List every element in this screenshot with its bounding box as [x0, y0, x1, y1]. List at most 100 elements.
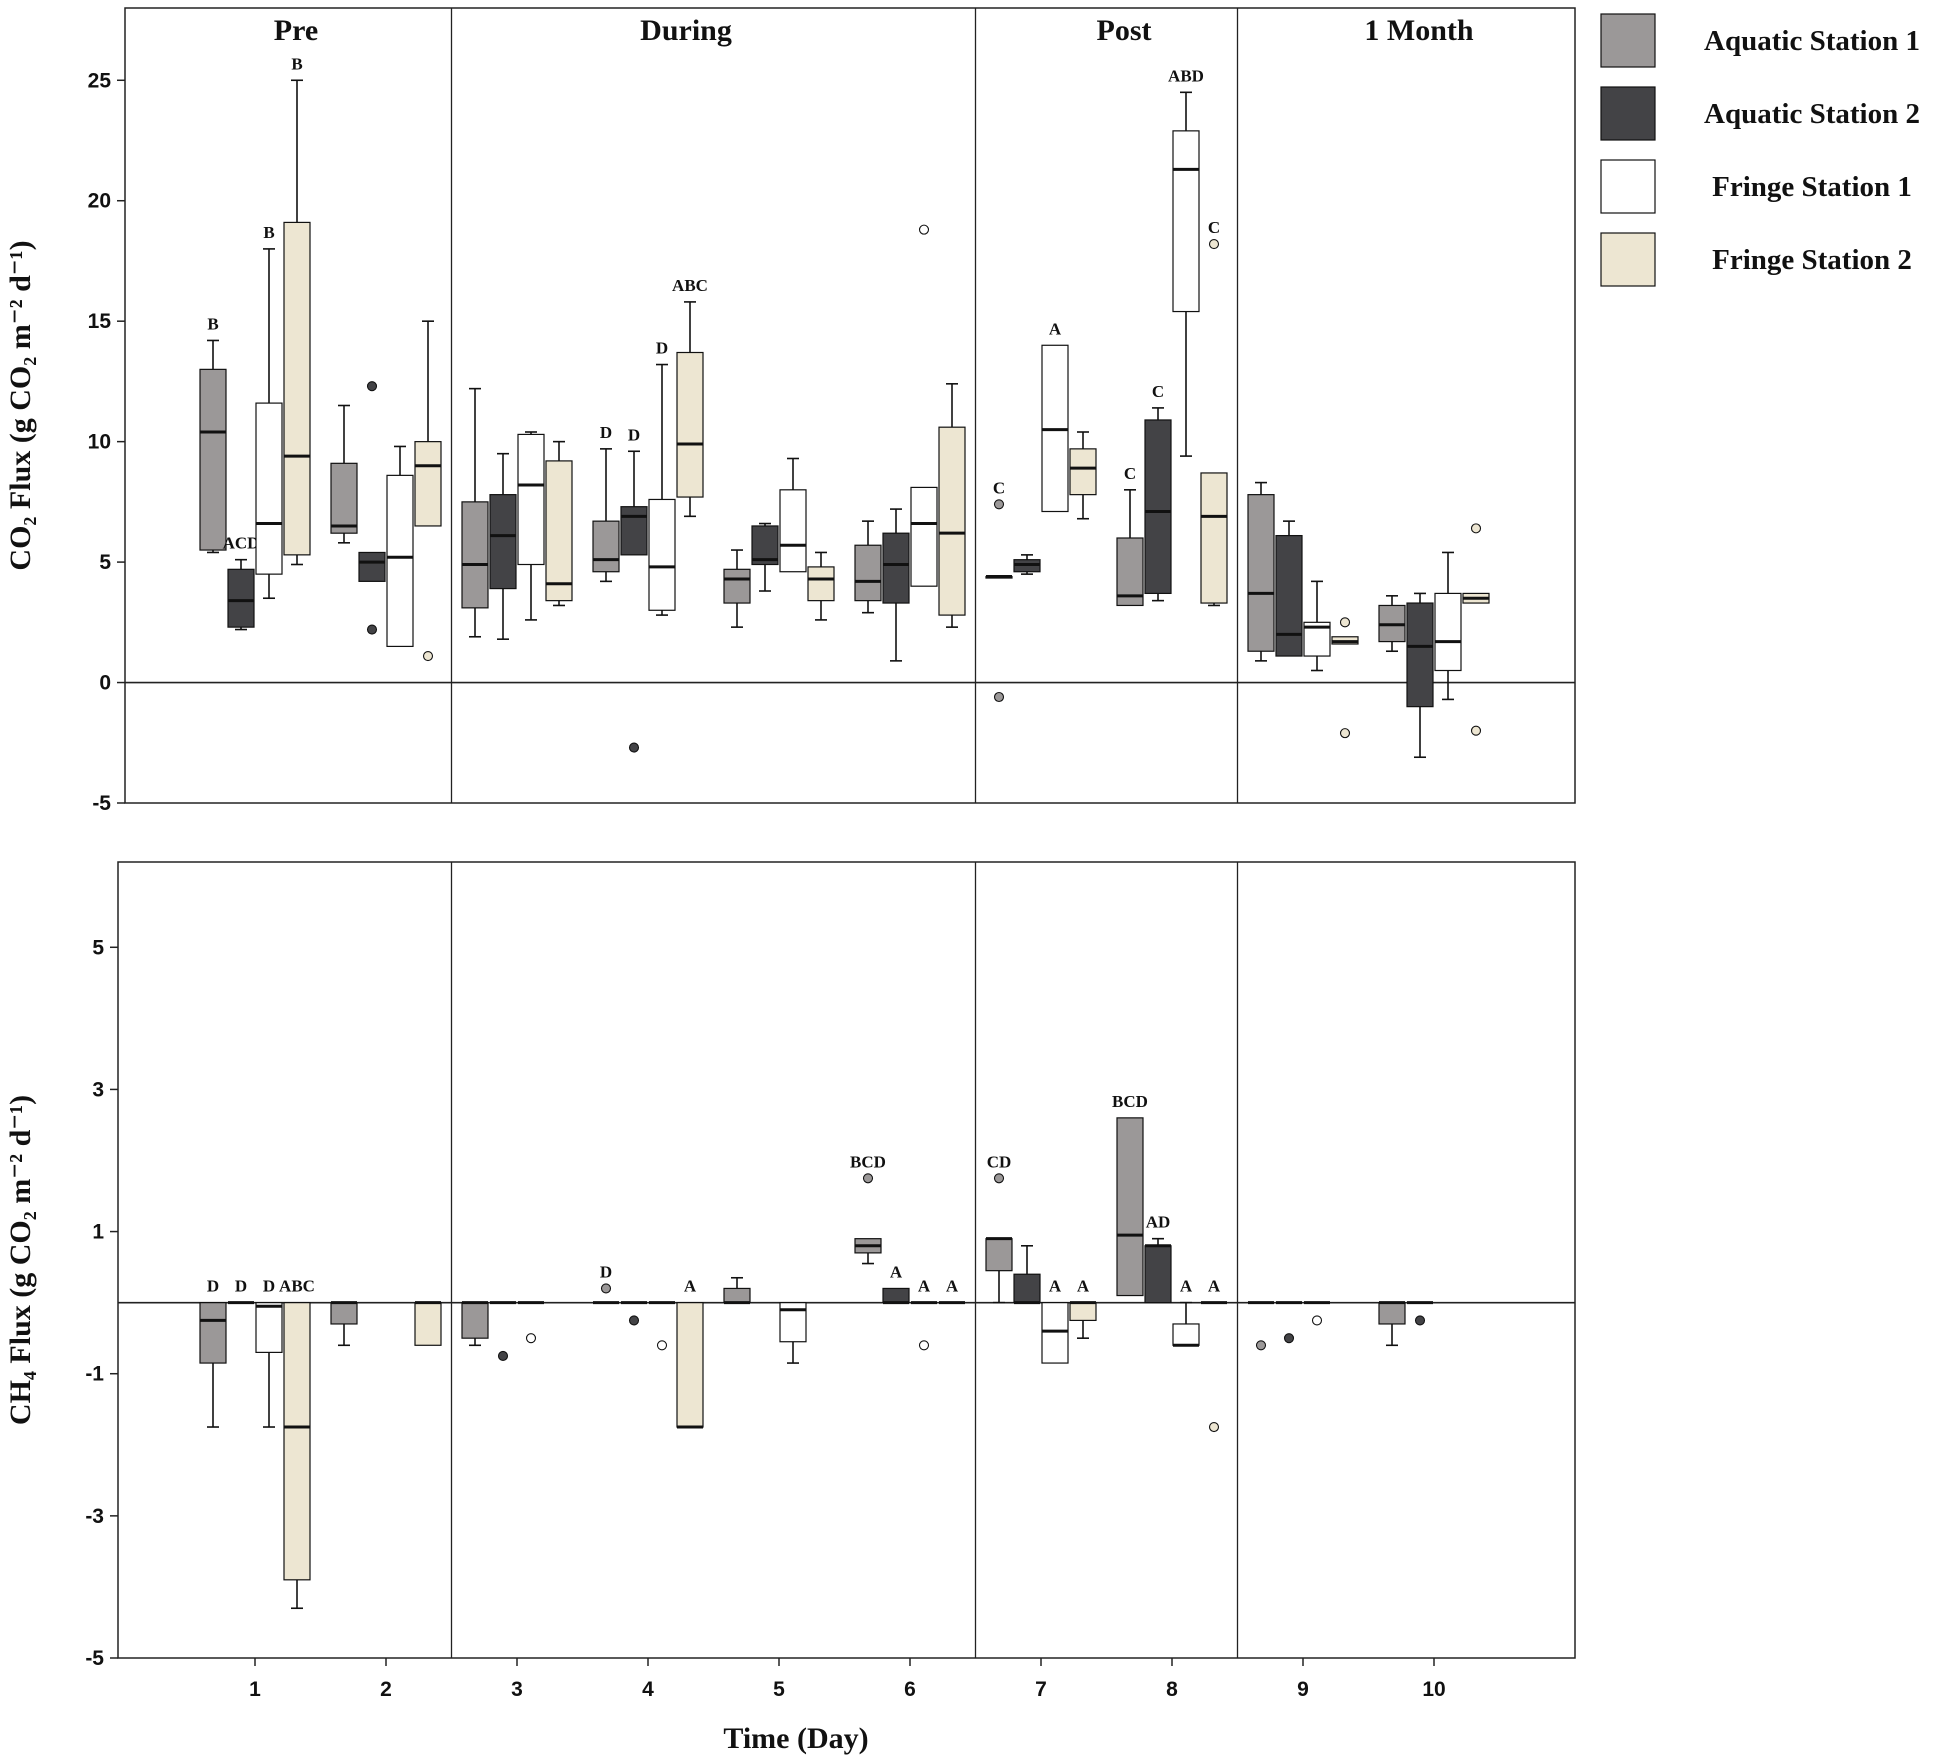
outlier-point [993, 691, 1005, 703]
box-body [199, 368, 227, 551]
box-body [1172, 1323, 1200, 1346]
box-aquatic-station-1 [461, 1301, 489, 1347]
box-fringe-station-2 [1069, 431, 1097, 520]
box-aquatic-station-1 [330, 404, 358, 544]
box-aquatic-station-1: C [1116, 464, 1144, 607]
outlier-point [628, 1315, 640, 1326]
plot-frame [124, 7, 1576, 804]
significance-letter: A [684, 1277, 697, 1296]
x-tick-label: 3 [511, 1678, 523, 1701]
significance-letter: C [1124, 464, 1136, 483]
significance-letter: ABD [1168, 66, 1204, 85]
box-fringe-station-2 [1462, 523, 1490, 736]
box-body [255, 1302, 283, 1353]
box-aquatic-station-1: BCD [1112, 1092, 1148, 1297]
box-aquatic-station-2 [751, 522, 779, 592]
significance-letter: A [1208, 1277, 1221, 1296]
box-aquatic-station-2: C [1144, 382, 1172, 602]
box-body [1200, 472, 1228, 604]
box-fringe-station-1 [910, 224, 938, 587]
y-tick-label: -5 [92, 792, 111, 815]
box-body [283, 221, 311, 556]
significance-letter: B [263, 223, 274, 242]
box-body [358, 551, 386, 582]
box-aquatic-station-2 [358, 381, 386, 635]
significance-letter: ACD [223, 534, 260, 553]
box-aquatic-station-2 [882, 508, 910, 662]
box-aquatic-station-2: AD [1144, 1213, 1172, 1304]
outlier-point [1470, 523, 1482, 534]
box-body [1406, 602, 1434, 708]
box-fringe-station-2 [545, 440, 573, 607]
box-body [723, 1287, 751, 1304]
outlier-point [1339, 617, 1351, 628]
box-body [330, 1302, 358, 1325]
box-fringe-station-2 [1331, 617, 1359, 739]
box-body [910, 486, 938, 587]
box-body [854, 544, 882, 602]
outlier-point [600, 1283, 612, 1294]
significance-letter: ABC [279, 1277, 315, 1296]
box-body [1069, 1302, 1097, 1322]
co2-flux-panel: -5 0 5 10 15 20 25 CO₂ Flux (g CO₂ m⁻² d⁻¹) Pre D… [4, 7, 1576, 815]
box-body [227, 568, 255, 628]
significance-letter: D [235, 1277, 247, 1296]
box-aquatic-station-2 [490, 1301, 516, 1361]
box-fringe-station-1 [518, 1301, 544, 1344]
legend-item: Fringe Station 2 [1600, 232, 1912, 287]
box-fringe-station-2: ABC [279, 1277, 315, 1610]
box-body [985, 1238, 1013, 1272]
box-body [414, 1302, 442, 1346]
box-body [386, 474, 414, 648]
y-axis-title: CO₂ Flux (g CO₂ m⁻² d⁻¹) [4, 240, 37, 570]
outlier-point [1339, 728, 1351, 739]
box-body [1247, 494, 1275, 652]
y-tick-label: 15 [88, 310, 112, 333]
outlier-point [422, 650, 434, 662]
box-aquatic-station-1: C [985, 478, 1013, 703]
box-aquatic-station-2 [621, 1301, 647, 1326]
legend-item: Aquatic Station 1 [1600, 13, 1920, 68]
significance-letter: D [628, 425, 640, 444]
box-aquatic-station-2: D [620, 425, 648, 753]
outlier-point [366, 624, 378, 635]
x-axis-title: Time (Day) [723, 1722, 868, 1755]
significance-letter: AD [1146, 1213, 1171, 1232]
box-fringe-station-1: A [1172, 1277, 1200, 1347]
box-body [882, 532, 910, 604]
y-tick-label: -5 [85, 1647, 104, 1670]
y-tick-label: 0 [99, 672, 111, 695]
significance-letter: C [1208, 218, 1220, 237]
box-aquatic-station-1 [1247, 481, 1275, 662]
box-body [414, 441, 442, 527]
outlier-point [525, 1333, 537, 1344]
y-axis-title: CH₄ Flux (g CO₂ m⁻² d⁻¹) [4, 1095, 37, 1425]
significance-letter: BCD [850, 1152, 886, 1171]
box-body [461, 1302, 489, 1339]
legend-label: Aquatic Station 2 [1704, 98, 1920, 130]
y-tick-label: -3 [85, 1505, 104, 1528]
box-fringe-station-1 [517, 431, 545, 621]
box-fringe-station-1 [1304, 1301, 1330, 1326]
significance-letter: D [600, 1262, 612, 1281]
box-aquatic-station-2 [1276, 1301, 1302, 1344]
outlier-point [1283, 1333, 1295, 1344]
x-tick-label: 8 [1166, 1678, 1178, 1701]
outlier-point [862, 1173, 874, 1184]
significance-letter: D [656, 339, 668, 358]
legend-label: Fringe Station 1 [1712, 171, 1912, 203]
box-aquatic-station-1 [461, 387, 489, 638]
box-fringe-station-1 [386, 445, 414, 648]
x-tick-label: 10 [1422, 1678, 1445, 1701]
legend-label: Fringe Station 2 [1712, 244, 1912, 276]
significance-letter: C [993, 478, 1005, 497]
box-body [751, 525, 779, 566]
significance-letter: ABC [672, 276, 708, 295]
phase-label: Post [1097, 14, 1152, 47]
box-fringe-station-2 [414, 320, 442, 662]
y-tick-label: 20 [88, 190, 111, 213]
box-fringe-station-1 [779, 1302, 807, 1364]
legend-swatch [1600, 232, 1656, 287]
box-aquatic-station-1 [723, 1276, 751, 1305]
